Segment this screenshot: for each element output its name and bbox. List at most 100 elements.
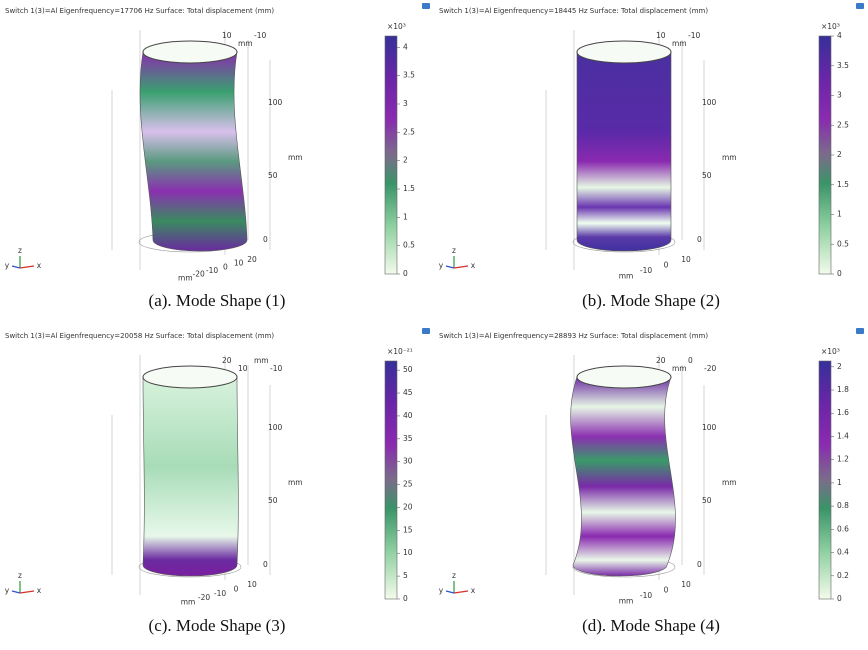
colorbar-tick-label: 25 [403,480,413,489]
axis-label: 0 [697,560,702,569]
axis-label: 50 [702,171,712,180]
panel: Switch 1(3)=Al Eigenfrequency=18445 Hz S… [434,0,864,310]
panel: Switch 1(3)=Al Eigenfrequency=17706 Hz S… [0,0,430,310]
axis-label: -10 [688,31,700,40]
triad-label: x [37,261,42,270]
plot-header: Switch 1(3)=Al Eigenfrequency=18445 Hz S… [439,7,708,15]
triad-label: x [37,586,42,595]
axis-label: mm [619,597,634,606]
colorbar-tick-label: 5 [403,571,408,580]
axis-label: mm [672,39,687,48]
axis-label: -10 [640,266,652,275]
colorbar-tick-label: 1.6 [837,408,849,417]
colorbar-tick-label: 3 [403,99,408,108]
axis-label: 10 [247,580,257,589]
triad-label: z [18,246,22,255]
axis-label: mm [288,478,303,487]
colorbar-tick-label: 4 [403,42,408,51]
axis-label: -10 [640,591,652,600]
camera-icon [422,3,430,9]
axis-label: mm [722,478,737,487]
colorbar-tick-label: 35 [403,434,413,443]
axis-label: -20 [198,593,210,602]
camera-icon [422,328,430,334]
colorbar-tick-label: 2 [837,150,842,159]
axis-label: mm [178,273,193,282]
colorbar-tick-label: 0.5 [837,239,849,248]
axis-label: 100 [702,98,717,107]
colorbar-tick-label: 1.8 [837,385,849,394]
axis-label: 50 [702,496,712,505]
body-top [577,366,671,388]
triad-label: y [5,586,10,595]
axis-label: 0 [664,586,669,595]
colorbar-tick-label: 45 [403,388,413,397]
axis-label: mm [181,598,196,607]
axis-label: 100 [268,98,283,107]
axis-label: 50 [268,171,278,180]
axis-label: 10 [234,259,244,268]
axis-label: mm [254,356,269,365]
axis-label: 0 [688,356,693,365]
caption: (c). Mode Shape (3) [149,616,286,635]
panel: Switch 1(3)=Al Eigenfrequency=20058 Hz S… [0,325,430,635]
colorbar-tick-label: 2 [403,156,408,165]
colorbar-tick-label: 50 [403,365,413,374]
colorbar-tick-label: 2.5 [837,120,849,129]
colorbar-tick-label: 0 [837,594,842,603]
deformed-body [140,52,247,251]
body-top [143,41,237,63]
colorbar-tick-label: 3.5 [837,61,849,70]
colorbar-tick-label: 0.6 [837,524,849,533]
triad-label: x [471,261,476,270]
axis-label: 0 [263,560,268,569]
axis-label: 0 [223,262,228,271]
deformed-body [571,377,676,576]
plot-header: Switch 1(3)=Al Eigenfrequency=17706 Hz S… [5,7,274,15]
colorbar-exponent: ×10³ [821,22,840,31]
caption: (a). Mode Shape (1) [149,291,286,310]
axis-label: 20 [656,356,666,365]
colorbar-tick-label: 0.4 [837,548,849,557]
axis-label: 0 [263,235,268,244]
colorbar-tick-label: 0.8 [837,501,849,510]
axis-label: 50 [268,496,278,505]
panel: Switch 1(3)=Al Eigenfrequency=28893 Hz S… [434,325,864,635]
axis-label: -20 [193,270,205,279]
triad-label: x [471,586,476,595]
colorbar [385,361,397,599]
axis-label: 20 [222,356,232,365]
deformed-body [143,377,238,576]
axis-label: 100 [702,423,717,432]
colorbar-tick-label: 2 [837,362,842,371]
colorbar-tick-label: 0.2 [837,571,849,580]
colorbar-tick-label: 0 [403,594,408,603]
axis-label: mm [619,272,634,281]
colorbar-tick-label: 20 [403,502,413,511]
colorbar [819,361,831,599]
camera-icon [856,3,864,9]
colorbar-tick-label: 15 [403,525,413,534]
triad-label: y [5,261,10,270]
axis-label: mm [238,39,253,48]
triad-label: y [439,586,444,595]
axis-label: mm [288,153,303,162]
axis-label: 0 [697,235,702,244]
axis-label: 100 [268,423,283,432]
axis-label: 10 [238,364,248,373]
colorbar-tick-label: 40 [403,411,413,420]
triad-label: z [452,571,456,580]
axis-label: 0 [234,584,239,593]
colorbar-tick-label: 1.4 [837,431,849,440]
colorbar-tick-label: 1 [403,212,408,221]
axis-label: 10 [681,255,691,264]
body-top [577,41,671,63]
colorbar-tick-label: 0.5 [403,241,415,250]
colorbar-tick-label: 3 [837,91,842,100]
colorbar-tick-label: 0 [837,269,842,278]
colorbar-tick-label: 1.5 [403,184,415,193]
figure: Switch 1(3)=Al Eigenfrequency=17706 Hz S… [0,0,868,650]
colorbar-tick-label: 30 [403,457,413,466]
colorbar [819,36,831,274]
camera-icon [856,328,864,334]
